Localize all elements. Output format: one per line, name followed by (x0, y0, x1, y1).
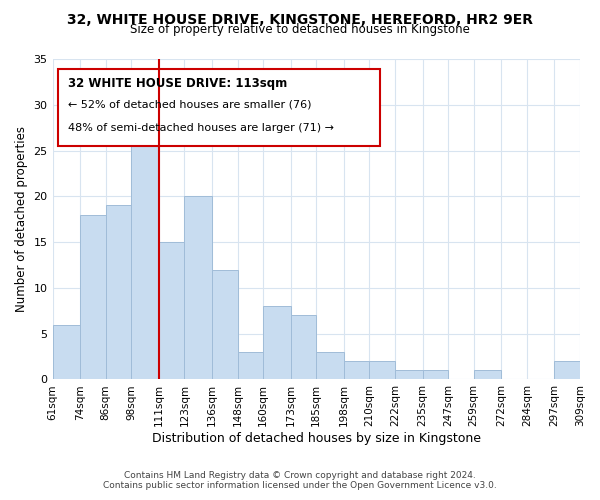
Bar (291, 316, 316, 380)
Bar (159, 242, 184, 380)
Text: ← 52% of detached houses are smaller (76): ← 52% of detached houses are smaller (76… (68, 99, 312, 109)
Bar (370, 361, 395, 380)
Bar (344, 361, 370, 380)
Text: 48% of semi-detached houses are larger (71) →: 48% of semi-detached houses are larger (… (68, 123, 334, 133)
Bar (316, 352, 344, 380)
Bar (422, 370, 448, 380)
Bar (395, 370, 422, 380)
Text: Contains public sector information licensed under the Open Government Licence v3: Contains public sector information licen… (103, 481, 497, 490)
Y-axis label: Number of detached properties: Number of detached properties (15, 126, 28, 312)
Bar (53, 324, 80, 380)
Bar (263, 306, 291, 380)
Text: 32 WHITE HOUSE DRIVE: 113sqm: 32 WHITE HOUSE DRIVE: 113sqm (68, 76, 287, 90)
Text: Size of property relative to detached houses in Kingstone: Size of property relative to detached ho… (130, 22, 470, 36)
FancyBboxPatch shape (58, 68, 380, 146)
Bar (184, 196, 212, 380)
Bar (238, 352, 263, 380)
X-axis label: Distribution of detached houses by size in Kingstone: Distribution of detached houses by size … (152, 432, 481, 445)
Text: Contains HM Land Registry data © Crown copyright and database right 2024.: Contains HM Land Registry data © Crown c… (124, 471, 476, 480)
Bar (131, 114, 159, 380)
Bar (473, 370, 502, 380)
Bar (212, 270, 238, 380)
Bar (106, 206, 131, 380)
Bar (554, 361, 580, 380)
Text: 32, WHITE HOUSE DRIVE, KINGSTONE, HEREFORD, HR2 9ER: 32, WHITE HOUSE DRIVE, KINGSTONE, HEREFO… (67, 12, 533, 26)
Bar (80, 214, 106, 380)
